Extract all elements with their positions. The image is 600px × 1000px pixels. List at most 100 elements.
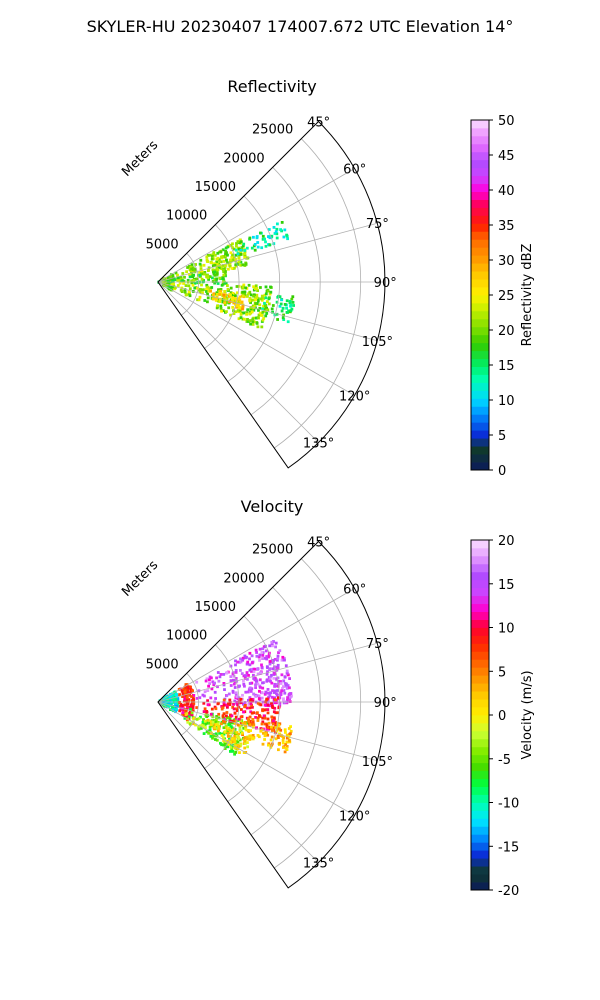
echo-gate [214,298,218,302]
echo-gate [221,309,225,313]
echo-gate [203,719,207,723]
echo-gate [221,736,225,739]
echo-gate [202,732,206,735]
colorbar-band [471,603,489,612]
echo-gate [238,729,242,732]
echo-gate [221,714,225,718]
echo-gate [232,703,235,706]
echo-gate [245,246,249,250]
echo-gate [236,309,240,312]
echo-gate [226,740,230,744]
echo-gate [213,270,217,274]
echo-gate [198,262,202,266]
echo-gate [175,695,179,698]
echo-gate [256,682,260,686]
colorbar-label: Velocity (m/s) [520,670,535,759]
echo-gate [224,293,227,297]
echo-gate [264,314,268,318]
echo-gate [190,711,194,715]
echo-gate [185,270,188,274]
echo-gate [246,690,250,694]
echo-gate [171,285,174,289]
echo-gate [166,285,170,289]
echo-gate [251,734,255,737]
echo-gate [251,320,255,324]
echo-gate [284,664,288,668]
echo-gate [202,263,206,267]
colorbar-band [471,398,489,407]
echo-gate [248,663,252,667]
colorbar-band [471,302,489,312]
echo-gate [234,742,238,746]
echo-gate [230,731,233,735]
echo-gate [255,302,259,306]
echo-gate [288,740,292,744]
radial-tick-label: 25000 [252,543,293,558]
echo-gate [231,728,235,732]
echo-gate [289,303,293,307]
echo-gate [250,711,254,715]
echo-gate [195,697,199,700]
echo-gate [220,722,223,726]
echo-gate [278,732,282,736]
echo-gate [184,692,187,696]
echo-gate [195,680,199,684]
echo-gate [196,298,199,302]
colorbar-band [471,778,489,787]
echo-gate [277,706,281,710]
echo-gate [275,683,279,686]
echo-gate [290,307,294,311]
echo-gate [237,259,241,263]
echo-gate [220,255,224,259]
colorbar-band [471,746,489,756]
echo-gate [210,257,214,261]
echo-gate [226,287,230,291]
azimuth-gridline [157,588,355,703]
colorbar-band [471,239,489,248]
echo-gate [263,656,267,660]
echo-gate [200,283,203,287]
echo-gate [274,230,278,234]
echo-gate [217,724,220,728]
echo-gate [222,726,226,730]
echo-gate [217,712,221,716]
radial-tick-label: 10000 [166,209,207,224]
colorbar-tick-label: 10 [498,394,515,409]
echo-gate [241,305,245,308]
echo-gate [244,690,248,694]
echo-gate [206,718,210,722]
echo-gate [174,698,178,701]
echo-gate [211,720,215,724]
echo-gate [272,640,275,643]
echo-region [234,221,289,256]
echo-gate [206,300,209,304]
echo-gate [207,266,211,270]
echo-gate [176,697,179,700]
echo-gate [235,242,238,245]
echo-gate [208,253,212,257]
echo-gate [202,718,205,721]
echo-gate [276,654,280,658]
echo-gate [249,322,252,326]
echo-gate [264,732,267,736]
echo-gate [222,703,226,707]
echo-gate [273,701,277,705]
echo-gate [267,655,270,659]
echo-gate [275,232,279,236]
echo-gate [215,263,219,266]
echo-gate [218,276,222,280]
echo-gate [206,285,210,289]
echo-gate [220,707,224,711]
echo-gate [181,692,185,696]
echo-gate [249,702,253,706]
echo-gate [200,723,204,727]
echo-gate [262,317,266,320]
echo-gate [256,716,260,720]
echo-gate [291,295,295,299]
echo-gate [233,752,236,756]
echo-gate [250,661,254,665]
echo-gate [269,675,272,679]
echo-gate [259,286,262,289]
echo-gate [266,670,269,674]
